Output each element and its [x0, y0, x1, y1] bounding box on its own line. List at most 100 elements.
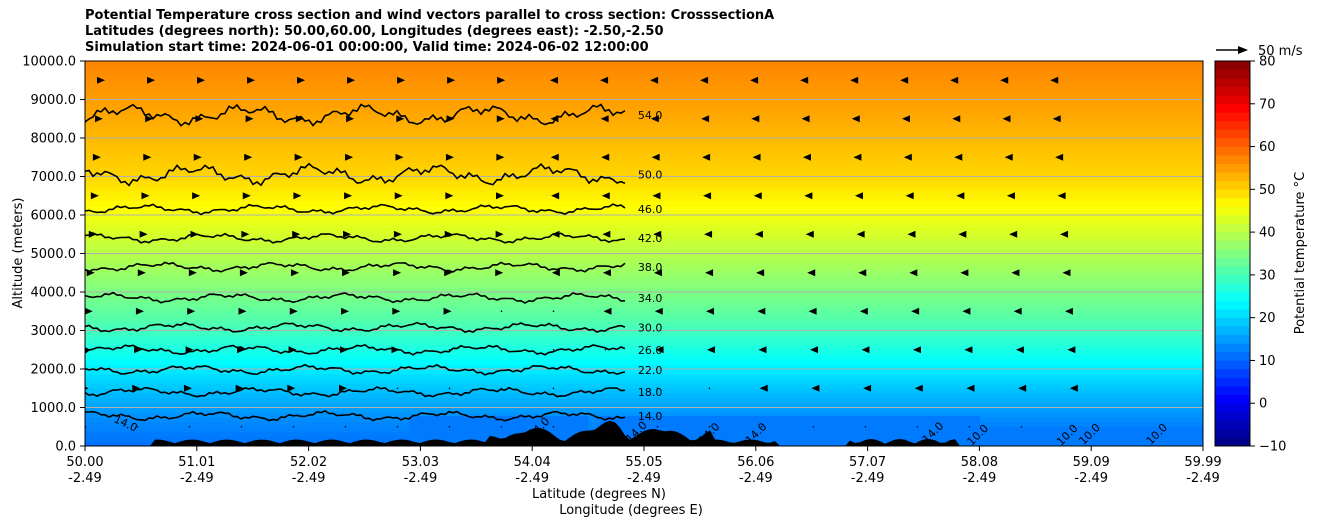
colorbar-swatch: [1215, 317, 1250, 327]
wind-vector: [701, 115, 710, 123]
wind-vector: [708, 387, 711, 390]
wind-vector: [395, 153, 404, 161]
temperature-band: [85, 296, 1203, 303]
x-tick-label-lon: -2.49: [515, 471, 549, 486]
wind-vector: [757, 307, 766, 315]
temperature-fill: [85, 61, 1203, 446]
wind-vector: [448, 348, 451, 351]
wind-vector: [909, 269, 918, 277]
wind-vector: [905, 192, 914, 200]
wind-vector: [244, 153, 253, 161]
wind-vector: [600, 76, 609, 84]
wind-vector: [444, 230, 453, 238]
wind-vector: [809, 346, 818, 354]
x-tick-label-lon: -2.49: [292, 471, 326, 486]
wind-vector: [811, 384, 820, 392]
chart-title-line-2: Latitudes (degrees north): 50.00,60.00, …: [85, 24, 664, 39]
wind-vector: [602, 230, 611, 238]
wind-vector: [552, 348, 555, 351]
wind-vector: [958, 230, 967, 238]
wind-vector: [237, 346, 246, 354]
temperature-band: [85, 382, 1203, 389]
wind-vector: [858, 269, 867, 277]
contour-line: [85, 103, 626, 127]
wind-vector: [1050, 76, 1059, 84]
wind-vector: [135, 307, 144, 315]
contour-label: 34.0: [638, 292, 663, 305]
wind-vector: [445, 192, 454, 200]
wind-vector: [495, 230, 504, 238]
wind-vector: [188, 425, 191, 428]
colorbar-swatch: [1215, 283, 1250, 293]
temperature-band: [85, 310, 1203, 317]
gridlines: [85, 61, 1203, 446]
contour-line: [85, 363, 626, 376]
temperature-band: [85, 84, 1203, 91]
contour-line: [85, 344, 626, 356]
temperature-band: [85, 89, 1203, 96]
wind-vector: [448, 425, 451, 428]
wind-vector: [290, 269, 299, 277]
temperature-band: [85, 137, 1203, 144]
temperature-band: [85, 233, 1203, 240]
x-tick-label-lon: -2.49: [963, 471, 997, 486]
temperature-band: [85, 180, 1203, 187]
y-tick-label: 2000.0: [31, 363, 77, 378]
wind-vector: [756, 269, 765, 277]
wind-vector: [500, 425, 503, 428]
wind-vector: [187, 307, 196, 315]
x-tick-label-lon: -2.49: [1074, 471, 1108, 486]
temperature-band: [85, 387, 1203, 394]
wind-vector: [950, 76, 959, 84]
temperature-band: [85, 272, 1203, 279]
temperature-band: [85, 315, 1203, 322]
wind-vector: [85, 386, 89, 390]
chart-title-line-3: Simulation start time: 2024-06-01 00:00:…: [85, 40, 649, 55]
colorbar-swatch: [1215, 343, 1250, 353]
colorbar-swatch: [1215, 214, 1250, 224]
x-tick-label-lon: -2.49: [627, 471, 661, 486]
temperature-band: [85, 305, 1203, 312]
y-tick-label: 5000.0: [31, 247, 77, 262]
temperature-band: [85, 171, 1203, 177]
colorbar-swatch: [1215, 197, 1250, 207]
x-tick-label-lon: -2.49: [404, 471, 438, 486]
wind-vector: [137, 269, 146, 277]
wind-vector: [552, 310, 555, 313]
temperature-band: [85, 253, 1203, 259]
wind-key-arrowhead-icon: [1238, 46, 1248, 54]
temperature-band: [85, 70, 1203, 76]
temperature-band: [85, 334, 1203, 341]
wind-vector: [344, 425, 347, 428]
wind-vector: [1064, 307, 1073, 315]
wind-key-label: 50 m/s: [1258, 44, 1303, 59]
wind-vectors: [85, 76, 1078, 428]
wind-vector: [1006, 192, 1015, 200]
colorbar-swatch: [1215, 368, 1250, 378]
temperature-band: [85, 228, 1203, 235]
contour-label: 22.0: [638, 364, 663, 377]
wind-vector: [652, 192, 661, 200]
wind-vector: [147, 76, 156, 84]
wind-vector: [968, 425, 971, 428]
wind-vector: [800, 76, 809, 84]
wind-vector: [242, 192, 251, 200]
wind-vector: [802, 153, 811, 161]
temperature-band: [85, 113, 1203, 120]
wind-vector: [655, 346, 664, 354]
wind-vector: [653, 230, 662, 238]
wind-vector: [195, 115, 204, 123]
y-tick-label: 9000.0: [31, 93, 77, 108]
wind-vector: [808, 307, 817, 315]
temperature-band: [85, 407, 1203, 413]
temperature-band: [85, 373, 1203, 380]
wind-vector: [551, 230, 560, 238]
wind-vector: [705, 269, 714, 277]
y-tick-label: 1000.0: [31, 401, 77, 416]
wind-vector: [496, 115, 505, 123]
wind-vector: [550, 76, 559, 84]
colorbar-frame: [1214, 60, 1251, 447]
wind-vector: [758, 346, 767, 354]
wind-vector: [759, 384, 768, 392]
x-axis: 50.00-2.4951.01-2.4952.02-2.4953.03-2.49…: [66, 446, 1222, 486]
